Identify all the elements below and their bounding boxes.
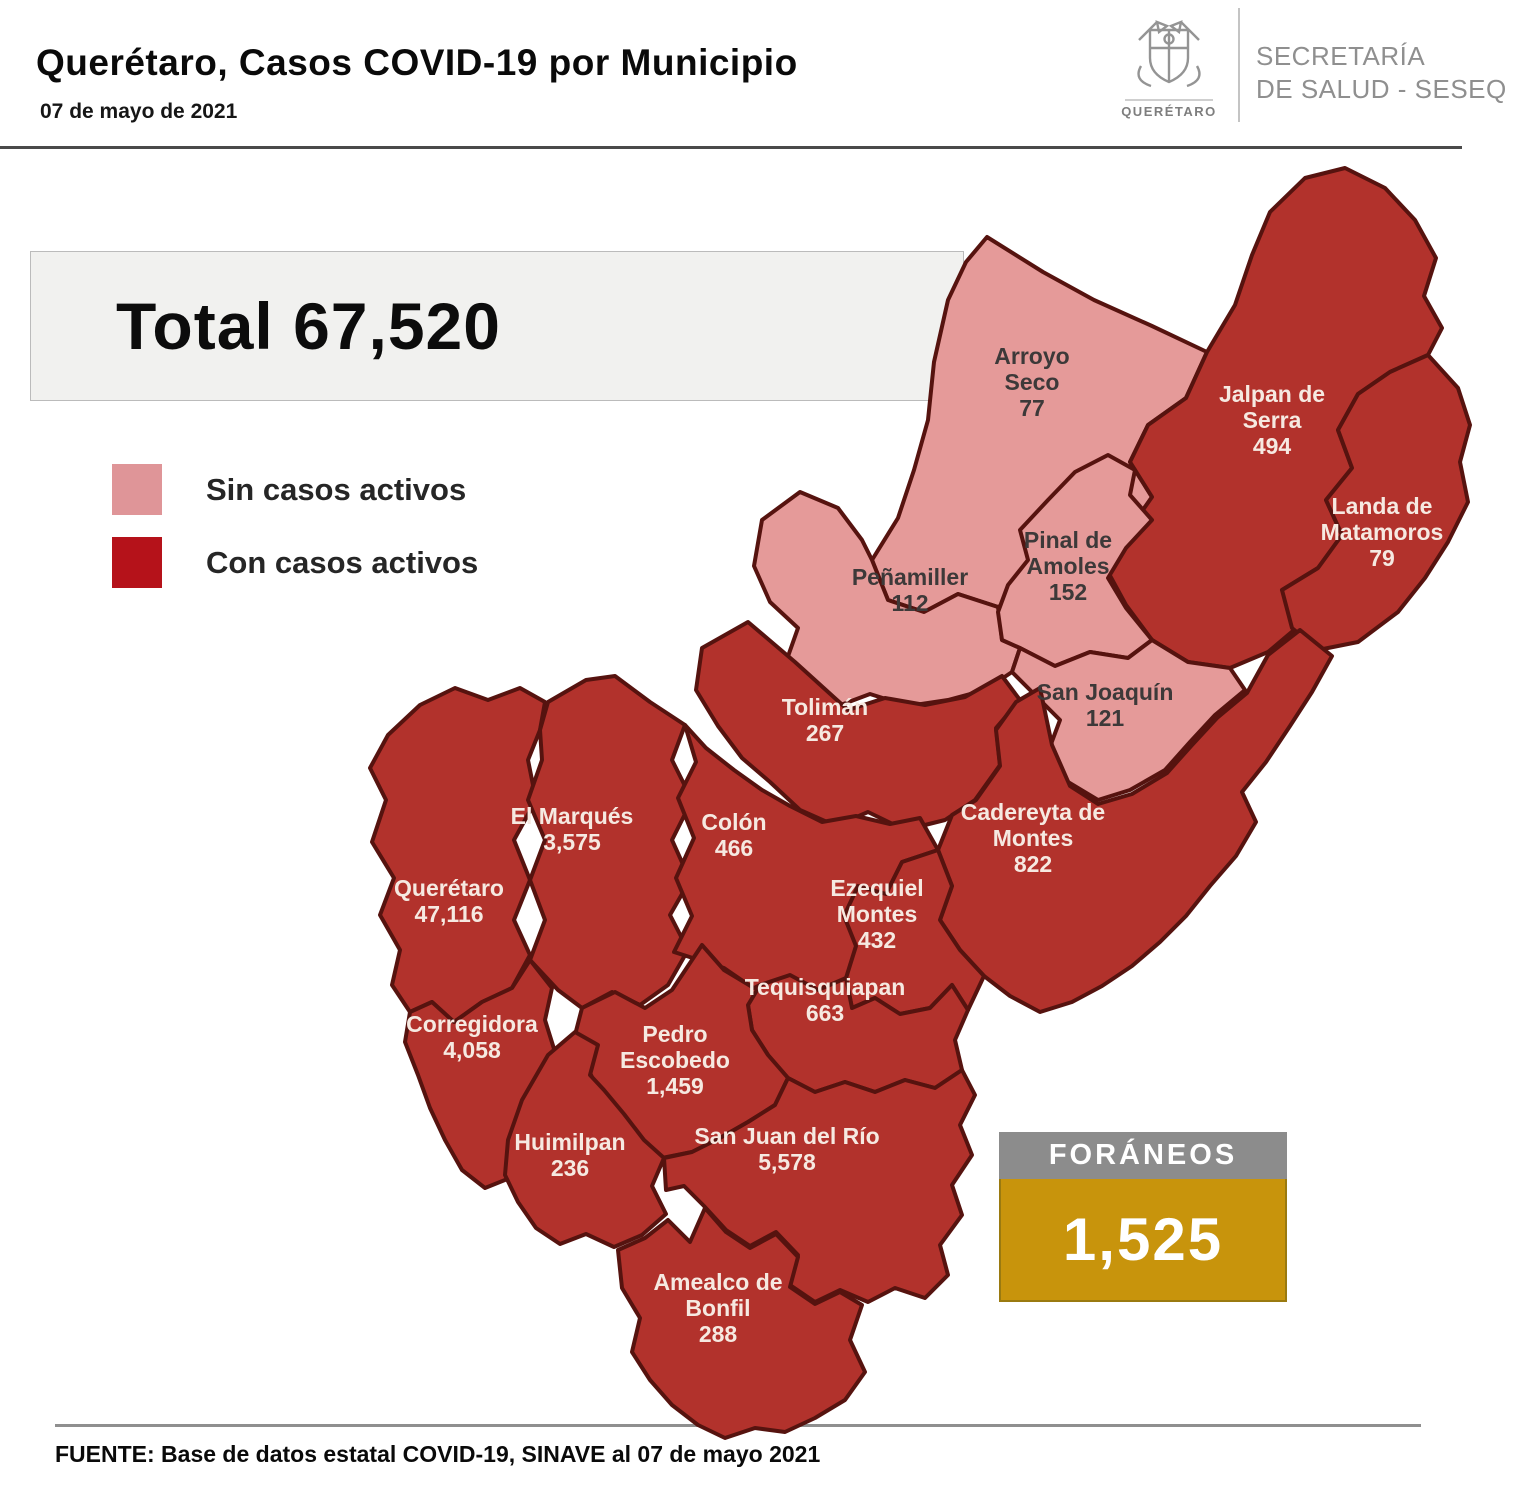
label-ezequiel-montes: Ezequiel Montes 432 [830,875,923,953]
label-colon: Colón 466 [701,809,766,861]
municipality-san-joaquin [1010,638,1247,802]
legend-label-con: Con casos activos [206,544,479,580]
legend-item-sin-casos: Sin casos activos [112,464,478,515]
foraneos-box: FORÁNEOS 1,525 [999,1132,1287,1302]
label-san-juan-del-rio: San Juan del Río 5,578 [694,1123,879,1175]
source-note: FUENTE: Base de datos estatal COVID-19, … [55,1441,821,1467]
page-title: Querétaro, Casos COVID-19 por Municipio [36,42,798,83]
footer-divider [55,1424,1421,1427]
municipality-cadereyta-de-montes [936,628,1334,1014]
foraneos-value: 1,525 [999,1179,1287,1302]
coat-of-arms-icon [1137,20,1201,88]
legend: Sin casos activos Con casos activos [112,464,478,610]
legend-swatch-sin [112,464,162,515]
municipality-tequisquiapan [746,973,970,1094]
label-toliman: Tolimán 267 [782,694,868,746]
total-label: Total 67,520 [116,289,501,363]
label-jalpan-de-serra: Jalpan de Serra 494 [1219,381,1325,459]
municipality-penamiller [752,490,1022,708]
org-name-line1: SECRETARÍA [1256,41,1426,71]
crest-state-name: QUERÉTARO [1121,104,1217,119]
municipality-huimilpan [503,1030,668,1249]
crest-small-text-line [1125,99,1213,101]
label-tequisquiapan: Tequisquiapan 663 [745,974,906,1026]
legend-swatch-con [112,537,162,588]
logo-divider [1238,8,1240,122]
legend-item-con-casos: Con casos activos [112,537,478,588]
municipality-pedro-escobedo [573,943,790,1160]
municipality-amealco-de-bonfil [616,1206,867,1440]
label-san-joaquin: San Joaquín 121 [1037,679,1174,731]
header-divider [0,146,1462,149]
municipality-corregidora [403,958,557,1190]
label-pedro-escobedo: Pedro Escobedo 1,459 [620,1021,730,1099]
municipality-el-marques [526,674,694,1010]
total-banner: Total 67,520 [30,251,964,401]
org-name-line2: DE SALUD - SESEQ [1256,74,1507,104]
municipality-ezequiel-montes [842,848,986,1016]
municipality-jalpan-de-serra [1106,166,1444,670]
municipality-queretaro [368,686,547,1024]
label-amealco-de-bonfil: Amealco de Bonfil 288 [653,1269,782,1347]
org-name: SECRETARÍA DE SALUD - SESEQ [1256,40,1507,106]
label-arroyo-seco: Arroyo Seco 77 [994,343,1069,421]
foraneos-title: FORÁNEOS [999,1132,1287,1179]
legend-label-sin: Sin casos activos [206,471,467,507]
label-el-marques: El Marqués 3,575 [511,803,634,855]
label-huimilpan: Huimilpan 236 [514,1129,625,1181]
label-cadereyta-de-montes: Cadereyta de Montes 822 [961,799,1105,877]
municipality-toliman [694,620,1022,832]
label-pinal-de-amoles: Pinal de Amoles 152 [1024,527,1112,605]
queretaro-coat-of-arms: QUERÉTARO [1116,10,1222,119]
municipality-landa-de-matamoros [1280,353,1472,652]
municipality-san-juan-del-rio [662,1068,977,1304]
municipality-pinal-de-amoles [996,453,1154,668]
label-corregidora: Corregidora 4,058 [406,1011,538,1063]
label-penamiller: Peñamiller 112 [852,564,968,616]
label-queretaro: Querétaro 47,116 [394,875,504,927]
label-landa-de-matamoros: Landa de Matamoros 79 [1321,493,1444,571]
report-date: 07 de mayo de 2021 [40,100,238,123]
municipality-colon [672,723,940,994]
